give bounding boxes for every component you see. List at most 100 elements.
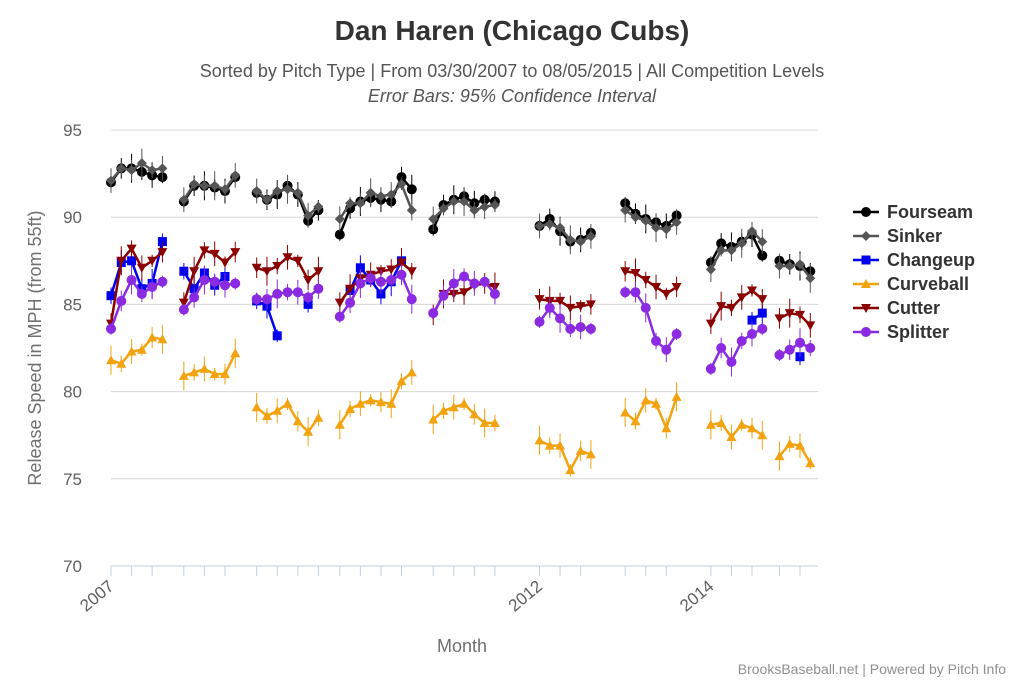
data-point-cutter[interactable]: [630, 269, 641, 279]
data-point-sinker[interactable]: [585, 231, 596, 242]
data-point-cutter[interactable]: [386, 265, 397, 275]
data-point-sinker[interactable]: [736, 238, 747, 249]
data-point-splitter[interactable]: [386, 274, 397, 285]
data-point-sinker[interactable]: [438, 203, 449, 214]
data-point-sinker[interactable]: [386, 189, 397, 200]
data-point-splitter[interactable]: [448, 278, 459, 289]
data-point-splitter[interactable]: [585, 323, 596, 334]
data-point-curveball[interactable]: [448, 402, 459, 412]
data-point-cutter[interactable]: [736, 293, 747, 303]
data-point-changeup[interactable]: [272, 331, 282, 341]
data-point-sinker[interactable]: [565, 234, 576, 245]
data-point-sinker[interactable]: [661, 224, 672, 235]
data-point-changeup[interactable]: [757, 308, 767, 318]
data-point-splitter[interactable]: [116, 295, 127, 306]
data-point-splitter[interactable]: [747, 329, 758, 340]
data-point-curveball[interactable]: [534, 435, 545, 445]
data-point-cutter[interactable]: [620, 267, 631, 277]
data-point-curveball[interactable]: [661, 423, 672, 433]
data-point-splitter[interactable]: [209, 276, 220, 287]
data-point-splitter[interactable]: [272, 288, 283, 299]
data-point-sinker[interactable]: [219, 184, 230, 195]
data-point-splitter[interactable]: [795, 337, 806, 348]
data-point-curveball[interactable]: [747, 423, 758, 433]
data-point-curveball[interactable]: [565, 465, 576, 475]
data-point-curveball[interactable]: [469, 409, 480, 419]
data-point-cutter[interactable]: [774, 314, 785, 324]
data-point-cutter[interactable]: [534, 295, 545, 305]
data-point-sinker[interactable]: [726, 245, 737, 256]
data-point-sinker[interactable]: [805, 273, 816, 284]
data-point-curveball[interactable]: [555, 440, 566, 450]
data-point-splitter[interactable]: [375, 276, 386, 287]
data-point-cutter[interactable]: [795, 310, 806, 320]
data-point-splitter[interactable]: [292, 287, 303, 298]
data-point-sinker[interactable]: [375, 191, 386, 202]
data-point-cutter[interactable]: [230, 248, 241, 258]
data-point-sinker[interactable]: [251, 186, 262, 197]
data-point-sinker[interactable]: [630, 212, 641, 223]
data-point-cutter[interactable]: [334, 298, 345, 308]
data-point-splitter[interactable]: [157, 276, 168, 287]
data-point-splitter[interactable]: [534, 316, 545, 327]
data-point-splitter[interactable]: [805, 343, 816, 353]
data-point-sinker[interactable]: [199, 180, 210, 191]
data-point-curveball[interactable]: [292, 416, 303, 426]
data-point-curveball[interactable]: [178, 370, 189, 380]
data-point-splitter[interactable]: [716, 343, 727, 353]
data-point-curveball[interactable]: [585, 449, 596, 459]
data-point-splitter[interactable]: [219, 280, 230, 291]
legend-marker[interactable]: [861, 207, 871, 217]
data-point-curveball[interactable]: [375, 397, 386, 407]
data-point-curveball[interactable]: [251, 402, 262, 412]
data-point-cutter[interactable]: [157, 248, 168, 258]
data-point-sinker[interactable]: [671, 217, 682, 228]
data-point-sinker[interactable]: [282, 184, 293, 195]
data-point-splitter[interactable]: [459, 271, 470, 282]
data-point-sinker[interactable]: [313, 201, 324, 212]
data-point-cutter[interactable]: [585, 300, 596, 310]
data-point-splitter[interactable]: [406, 294, 417, 305]
data-point-changeup[interactable]: [303, 299, 313, 309]
data-point-sinker[interactable]: [209, 180, 220, 191]
data-point-curveball[interactable]: [489, 417, 500, 427]
data-point-curveball[interactable]: [726, 431, 737, 441]
data-point-cutter[interactable]: [640, 275, 651, 285]
data-point-curveball[interactable]: [406, 367, 417, 377]
data-point-curveball[interactable]: [303, 426, 314, 436]
data-point-sinker[interactable]: [126, 165, 137, 176]
data-point-fourseam[interactable]: [396, 172, 407, 183]
data-point-splitter[interactable]: [651, 336, 662, 347]
data-point-curveball[interactable]: [651, 398, 662, 408]
data-point-changeup[interactable]: [106, 291, 116, 301]
data-point-splitter[interactable]: [726, 356, 737, 367]
data-point-cutter[interactable]: [661, 289, 672, 299]
data-point-sinker[interactable]: [459, 196, 470, 207]
data-point-changeup[interactable]: [355, 263, 365, 273]
data-point-fourseam[interactable]: [716, 238, 727, 249]
data-point-splitter[interactable]: [147, 281, 158, 292]
data-point-cutter[interactable]: [251, 263, 262, 273]
data-point-sinker[interactable]: [406, 205, 417, 216]
data-point-curveball[interactable]: [640, 395, 651, 405]
data-point-cutter[interactable]: [209, 249, 220, 259]
legend-item-curveball[interactable]: Curveball: [853, 274, 969, 294]
data-point-sinker[interactable]: [544, 219, 555, 230]
data-point-curveball[interactable]: [396, 376, 407, 386]
data-point-curveball[interactable]: [438, 405, 449, 415]
data-point-cutter[interactable]: [565, 303, 576, 313]
data-point-sinker[interactable]: [292, 187, 303, 198]
data-point-curveball[interactable]: [116, 358, 127, 368]
data-point-sinker[interactable]: [784, 261, 795, 272]
data-point-cutter[interactable]: [396, 258, 407, 268]
legend-marker[interactable]: [861, 327, 871, 337]
data-point-splitter[interactable]: [671, 329, 682, 340]
data-point-sinker[interactable]: [489, 199, 500, 210]
data-point-splitter[interactable]: [282, 287, 293, 298]
data-point-sinker[interactable]: [116, 163, 127, 174]
data-point-cutter[interactable]: [178, 298, 189, 308]
data-point-sinker[interactable]: [795, 259, 806, 270]
data-point-splitter[interactable]: [661, 344, 672, 355]
data-point-curveball[interactable]: [774, 451, 785, 461]
data-point-sinker[interactable]: [147, 165, 158, 176]
